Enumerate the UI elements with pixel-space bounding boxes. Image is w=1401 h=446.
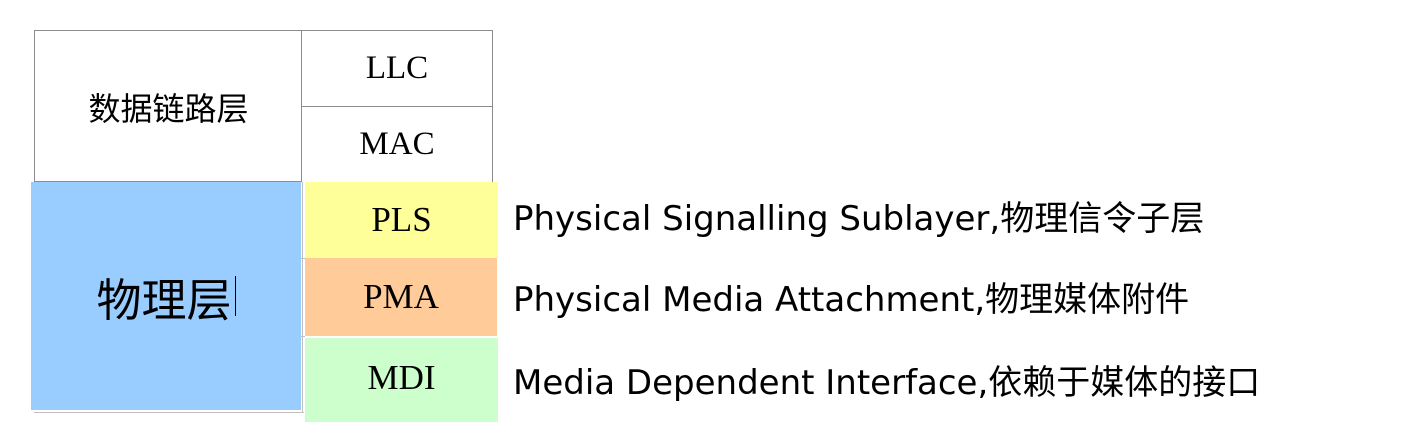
pls-label: PLS — [371, 200, 432, 239]
mac-label: MAC — [359, 125, 435, 162]
llc-label: LLC — [365, 50, 429, 86]
physical-layer-label: 物理层 — [96, 275, 232, 326]
separator-line — [302, 182, 303, 412]
data-link-layer-block: 数据链路层 — [34, 30, 302, 182]
physical-layer-block: 物理层 — [31, 182, 301, 410]
mac-sublayer-block: MAC — [301, 106, 493, 182]
mdi-label: MDI — [367, 358, 436, 397]
pma-sublayer-block: PMA — [305, 258, 497, 336]
pls-sublayer-block: PLS — [305, 182, 498, 258]
text-cursor — [234, 276, 236, 316]
llc-sublayer-block: LLC — [301, 30, 493, 107]
pma-label: PMA — [363, 277, 439, 316]
pls-description: Physical Signalling Sublayer,物理信令子层 — [513, 199, 1205, 239]
mdi-description: Media Dependent Interface,依赖于媒体的接口 — [513, 363, 1261, 403]
data-link-layer-label: 数据链路层 — [88, 91, 249, 127]
mdi-sublayer-block: MDI — [305, 338, 498, 422]
pma-description: Physical Media Attachment,物理媒体附件 — [513, 280, 1190, 320]
separator-line — [34, 412, 304, 413]
separator-line — [301, 258, 305, 259]
separator-line — [301, 336, 305, 337]
